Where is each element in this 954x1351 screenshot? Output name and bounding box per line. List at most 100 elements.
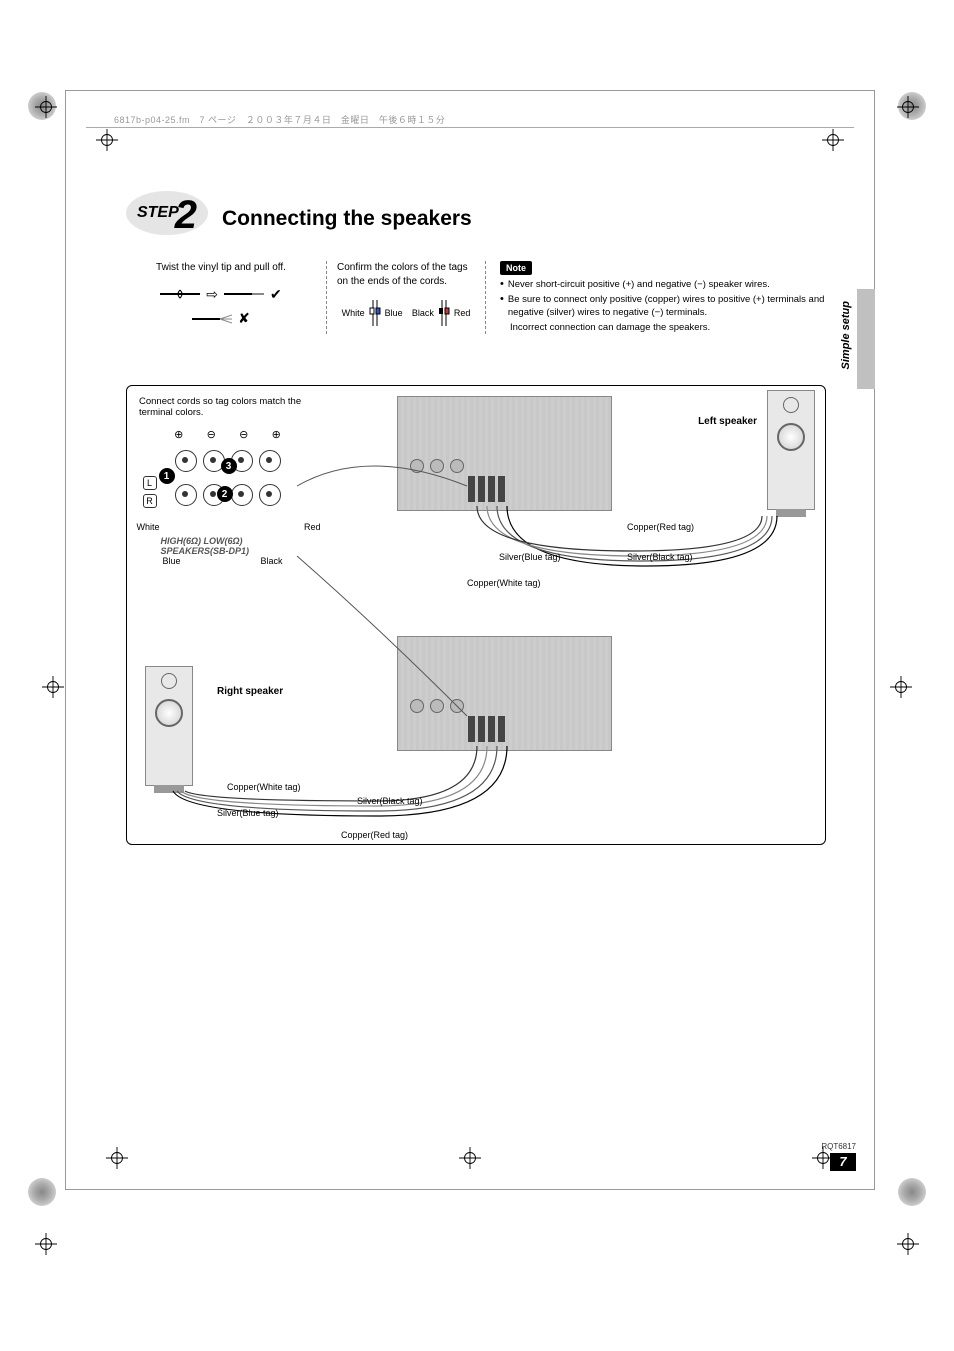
note-bullet-2b: Incorrect connection can damage the spea… xyxy=(510,322,844,335)
wiring-diagram: Connect cords so tag colors match the te… xyxy=(126,385,826,845)
wire-label-silver-black: Silver(Black tag) xyxy=(627,552,693,562)
step-title: Connecting the speakers xyxy=(222,207,472,231)
wire-label-copper-white: Copper(White tag) xyxy=(467,578,541,588)
label-blue: Blue xyxy=(385,307,403,319)
amp-term xyxy=(498,476,505,502)
manual-page: 6817b-p04-25.fm 7 ページ ２００３年７月４日 金曜日 午後６時… xyxy=(65,90,875,1190)
amp-term xyxy=(478,716,485,742)
amp-ports xyxy=(410,459,464,473)
registration-mark-icon xyxy=(96,129,118,151)
terminal-spec-2: SPEAKERS(SB-DP1) xyxy=(161,546,250,556)
wire-label-silver-black: Silver(Black tag) xyxy=(357,796,423,806)
amp-term xyxy=(498,716,505,742)
amp-ports xyxy=(410,699,464,713)
registration-mark-icon xyxy=(812,1147,834,1169)
amplifier-rear-top xyxy=(397,396,612,511)
amp-port xyxy=(450,699,464,713)
amp-port xyxy=(430,699,444,713)
amp-speaker-terminals xyxy=(468,476,505,502)
note-bullet-1: Never short-circuit positive (+) and neg… xyxy=(500,279,844,292)
cord-white-blue: White Blue xyxy=(342,300,403,326)
terminal-graphic: ⊕ ⊖ ⊖ ⊕ 1 2 3 L xyxy=(167,428,297,558)
amplifier-rear-bottom xyxy=(397,636,612,751)
vinyl-row-ok: ⇨ ✔ xyxy=(160,285,281,304)
label-red: Red xyxy=(454,307,471,319)
wire-frayed-icon xyxy=(192,313,232,325)
amp-port xyxy=(410,459,424,473)
terminal-instruction-text: Connect cords so tag colors match the te… xyxy=(139,396,324,418)
wire-stripped-icon xyxy=(224,288,264,300)
speaker-driver xyxy=(155,699,183,727)
cross-icon: ✘ xyxy=(238,309,250,328)
registration-mark-icon xyxy=(897,1233,919,1255)
step-heading: STEP 2 Connecting the speakers xyxy=(126,191,472,235)
left-speaker-label: Left speaker xyxy=(698,416,757,427)
terminal-knob xyxy=(259,450,281,472)
cord-tag-icon xyxy=(368,300,382,326)
note-bullet-2: Be sure to connect only positive (copper… xyxy=(500,294,844,320)
wire-label-copper-white: Copper(White tag) xyxy=(227,782,301,792)
step-number-1: 1 xyxy=(159,468,175,484)
speaker-tweeter xyxy=(161,673,177,689)
plus-icon: ⊕ xyxy=(272,428,281,441)
amp-term xyxy=(478,476,485,502)
right-speaker-label: Right speaker xyxy=(217,686,283,697)
amp-port xyxy=(410,699,424,713)
label-red: Red xyxy=(304,522,321,532)
speaker-tweeter xyxy=(783,397,799,413)
header-rule xyxy=(86,127,854,128)
header-meta-text: 6817b-p04-25.fm 7 ページ ２００３年７月４日 金曜日 午後６時… xyxy=(114,113,445,126)
wire-twisted-icon xyxy=(160,288,200,300)
registration-mark-icon xyxy=(42,676,64,698)
label-black: Black xyxy=(412,307,434,319)
wire-label-copper-red: Copper(Red tag) xyxy=(627,522,694,532)
registration-mark-icon xyxy=(890,676,912,698)
arrow-icon: ⇨ xyxy=(206,285,218,304)
label-black: Black xyxy=(260,556,282,566)
note-bullet-2-text: Be sure to connect only positive (copper… xyxy=(508,294,844,320)
terminal-closeup: Connect cords so tag colors match the te… xyxy=(139,396,324,558)
step-word: STEP xyxy=(137,204,179,222)
registration-mark-icon xyxy=(459,1147,481,1169)
twist-tip-text: Twist the vinyl tip and pull off. xyxy=(126,261,316,275)
cord-color-diagram: White Blue Black Red xyxy=(337,300,475,326)
vinyl-tip-diagram: ⇨ ✔ ✘ xyxy=(126,285,316,329)
polarity-row: ⊕ ⊖ ⊖ ⊕ xyxy=(163,428,293,441)
registration-mark-icon xyxy=(106,1147,128,1169)
instruction-col-3: Note Never short-circuit positive (+) an… xyxy=(486,261,844,334)
step-number-3: 3 xyxy=(221,458,237,474)
instruction-row: Twist the vinyl tip and pull off. ⇨ ✔ ✘ … xyxy=(126,261,844,334)
instruction-col-1: Twist the vinyl tip and pull off. ⇨ ✔ ✘ xyxy=(126,261,326,334)
minus-icon: ⊖ xyxy=(239,428,248,441)
print-corner-dot xyxy=(28,1178,56,1206)
speaker-driver xyxy=(777,423,805,451)
channel-l-box: L xyxy=(143,476,157,490)
plus-icon: ⊕ xyxy=(174,428,183,441)
cord-black-red: Black Red xyxy=(412,300,471,326)
terminal-knob xyxy=(175,484,197,506)
label-white: White xyxy=(342,307,365,319)
registration-mark-icon xyxy=(897,96,919,118)
label-white: White xyxy=(137,522,160,532)
amp-term xyxy=(468,716,475,742)
wire-label-copper-red: Copper(Red tag) xyxy=(341,830,408,840)
amp-port xyxy=(430,459,444,473)
amp-term xyxy=(488,716,495,742)
confirm-colors-text: Confirm the colors of the tags on the en… xyxy=(337,261,475,288)
amp-term xyxy=(488,476,495,502)
amp-port xyxy=(450,459,464,473)
amp-term xyxy=(468,476,475,502)
wire-label-silver-blue: Silver(Blue tag) xyxy=(499,552,561,562)
label-blue: Blue xyxy=(163,556,181,566)
registration-mark-icon xyxy=(35,1233,57,1255)
terminal-knob xyxy=(175,450,197,472)
check-icon: ✔ xyxy=(270,285,282,304)
channel-r-box: R xyxy=(143,494,157,508)
step-number: 2 xyxy=(175,193,197,238)
left-speaker-icon xyxy=(767,390,815,510)
section-side-label: Simple setup xyxy=(840,301,852,369)
note-bullet-1-text: Never short-circuit positive (+) and neg… xyxy=(508,279,770,292)
speaker-base xyxy=(154,785,184,793)
step-number-2: 2 xyxy=(217,486,233,502)
wire-label-silver-blue: Silver(Blue tag) xyxy=(217,808,279,818)
